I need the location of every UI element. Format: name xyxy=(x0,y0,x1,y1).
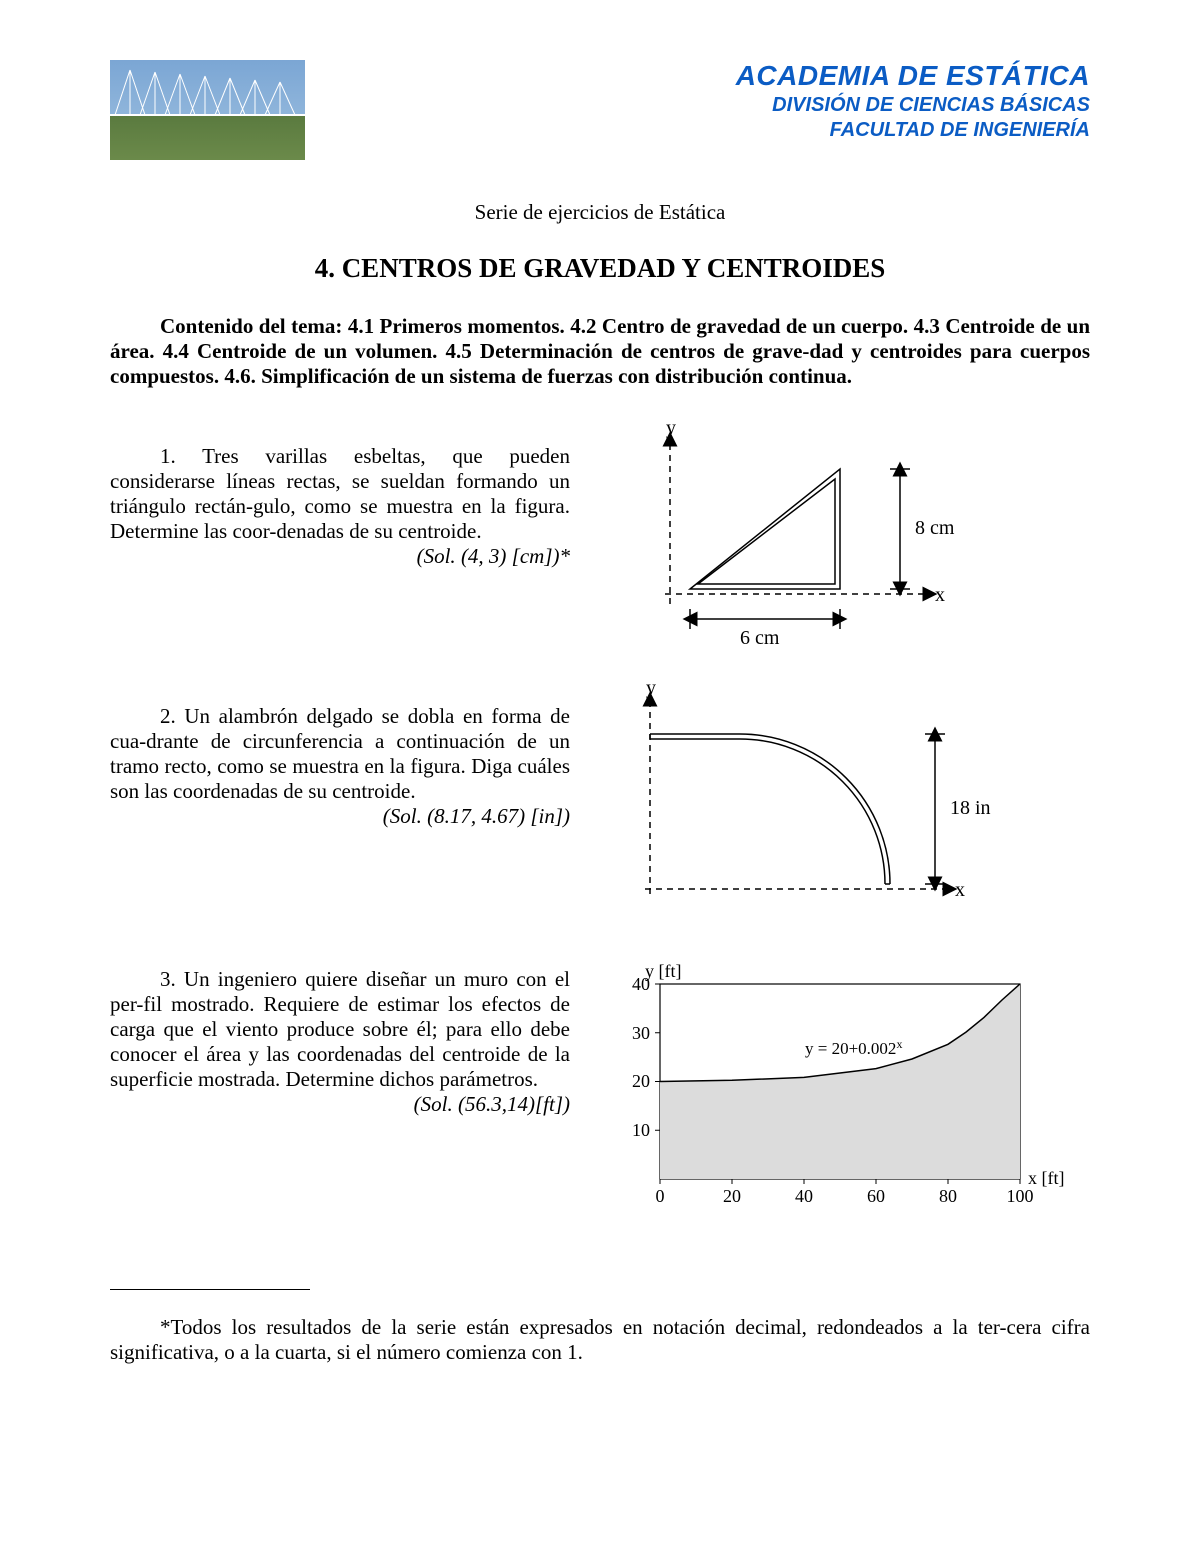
svg-text:20: 20 xyxy=(632,1071,650,1091)
svg-text:x: x xyxy=(935,584,945,606)
problem-1-text: 1. Tres varillas esbeltas, que pueden co… xyxy=(110,419,570,569)
division-title: DIVISIÓN DE CIENCIAS BÁSICAS xyxy=(736,94,1090,117)
problem-3-solution: (Sol. (56.3,14)[ft]) xyxy=(110,1092,570,1117)
svg-text:60: 60 xyxy=(867,1186,885,1206)
problem-1: 1. Tres varillas esbeltas, que pueden co… xyxy=(110,419,1090,659)
svg-text:10: 10 xyxy=(632,1120,650,1140)
problem-2-figure: y x 18 in xyxy=(590,679,1090,939)
problem-3-text: 3. Un ingeniero quiere diseñar un muro c… xyxy=(110,959,570,1117)
problem-2-text: 2. Un alambrón delgado se dobla en forma… xyxy=(110,679,570,829)
header-photo xyxy=(110,60,305,160)
svg-text:40: 40 xyxy=(795,1186,813,1206)
academy-title: ACADEMIA DE ESTÁTICA xyxy=(736,60,1090,92)
problem-2-body: 2. Un alambrón delgado se dobla en forma… xyxy=(110,704,570,804)
faculty-title: FACULTAD DE INGENIERÍA xyxy=(736,119,1090,142)
svg-text:20: 20 xyxy=(723,1186,741,1206)
fig1-height-label: 8 cm xyxy=(915,517,955,539)
problem-3-body: 3. Un ingeniero quiere diseñar un muro c… xyxy=(110,967,570,1092)
problem-1-body: 1. Tres varillas esbeltas, que pueden co… xyxy=(110,444,570,544)
main-title: 4. CENTROS DE GRAVEDAD Y CENTROIDES xyxy=(110,253,1090,284)
series-subtitle: Serie de ejercicios de Estática xyxy=(110,200,1090,225)
svg-text:40: 40 xyxy=(632,974,650,994)
page-header: ACADEMIA DE ESTÁTICA DIVISIÓN DE CIENCIA… xyxy=(110,60,1090,160)
problem-1-figure: y x 6 cm 8 cm xyxy=(590,419,1090,659)
problem-1-solution: (Sol. (4, 3) [cm])* xyxy=(110,544,570,569)
problem-3-figure: y [ft] x [ft] 10 20 30 40 0 20 40 60 80 xyxy=(590,959,1090,1229)
svg-text:100: 100 xyxy=(1007,1186,1034,1206)
fig1-width-label: 6 cm xyxy=(740,627,780,649)
problem-2: 2. Un alambrón delgado se dobla en forma… xyxy=(110,679,1090,939)
header-titles: ACADEMIA DE ESTÁTICA DIVISIÓN DE CIENCIA… xyxy=(736,60,1090,142)
svg-text:0: 0 xyxy=(656,1186,665,1206)
topic-content: Contenido del tema: 4.1 Primeros momento… xyxy=(110,314,1090,389)
problem-2-solution: (Sol. (8.17, 4.67) [in]) xyxy=(110,804,570,829)
problem-3: 3. Un ingeniero quiere diseñar un muro c… xyxy=(110,959,1090,1229)
svg-text:30: 30 xyxy=(632,1023,650,1043)
footnote: *Todos los resultados de la serie están … xyxy=(110,1315,1090,1365)
svg-text:80: 80 xyxy=(939,1186,957,1206)
chart-ylabel: y [ft] xyxy=(645,961,681,981)
svg-text:x: x xyxy=(955,879,965,901)
chart-xlabel: x [ft] xyxy=(1028,1168,1064,1188)
chart-equation: y = 20+0.002x xyxy=(805,1037,902,1058)
fig2-height-label: 18 in xyxy=(950,797,991,819)
svg-text:y: y xyxy=(646,679,656,699)
svg-text:y: y xyxy=(666,419,676,439)
footnote-separator xyxy=(110,1289,310,1290)
